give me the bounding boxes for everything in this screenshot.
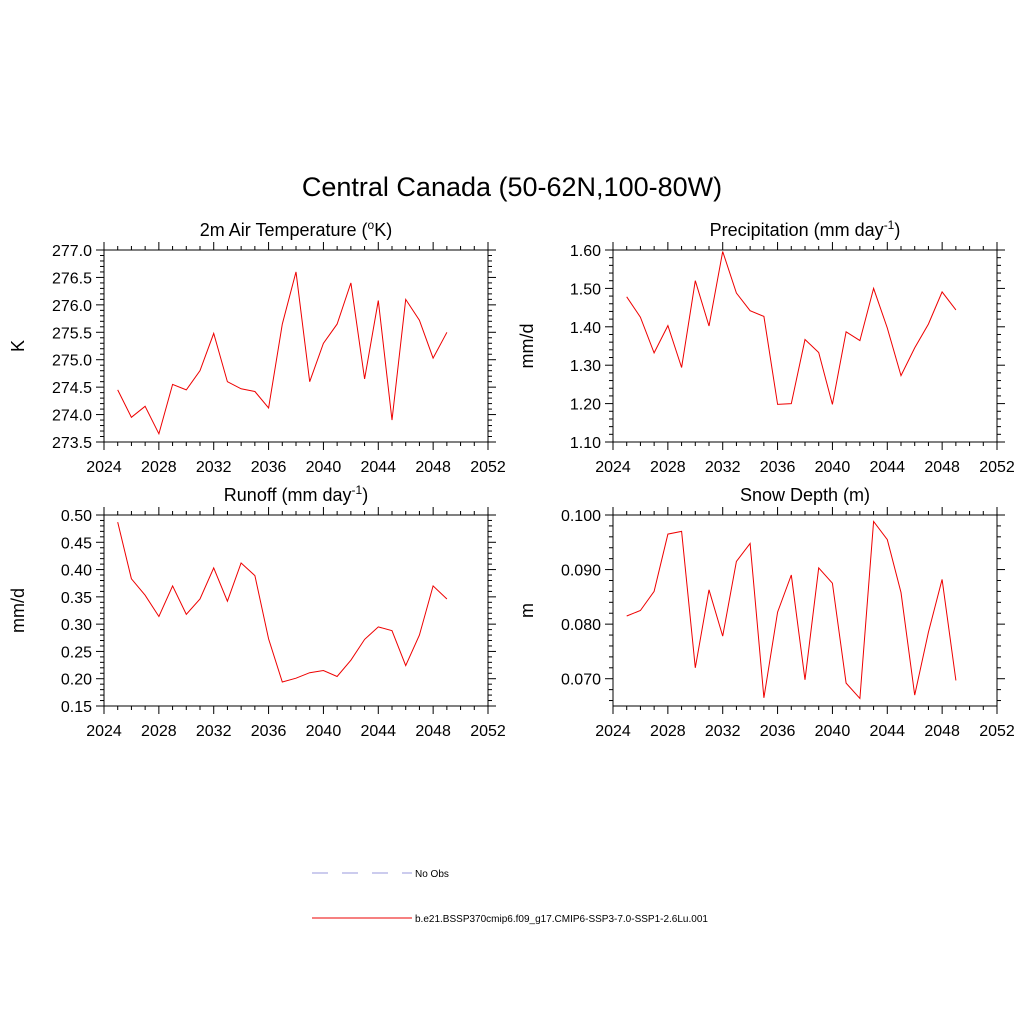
panel-1: 2024 2028 2032 2036 2040 2044 2048 2052 273.5 274… xyxy=(8,218,506,476)
y-tick-label: 0.25 xyxy=(61,644,92,661)
y-tick-label: 276.5 xyxy=(52,270,92,287)
x-tick-label: 2048 xyxy=(924,459,960,476)
legend: No Obs b.e21.BSSP370cmip6.f09_g17.CMIP6-S… xyxy=(312,869,708,925)
panel-title-main: Runoff (mm day xyxy=(224,485,352,505)
panel-4: 2024 2028 2032 2036 2040 2044 2048 2052 0.070 0.0… xyxy=(517,485,1015,740)
legend-label-1: No Obs xyxy=(415,869,449,880)
x-tick-label: 2032 xyxy=(705,459,741,476)
x-tick-label: 2036 xyxy=(251,723,287,740)
x-tick-label: 2052 xyxy=(470,723,506,740)
x-tick-label: 2044 xyxy=(869,723,905,740)
panel-title: Snow Depth (m) xyxy=(740,485,870,505)
y-tick-label: 0.15 xyxy=(61,699,92,716)
y-axis-label: mm/d xyxy=(517,324,537,369)
panel-title-main: Precipitation (mm day xyxy=(710,220,884,240)
y-tick-label: 0.070 xyxy=(561,672,601,689)
x-tick-label: 2032 xyxy=(196,723,232,740)
x-tick-label: 2024 xyxy=(86,459,122,476)
x-tick-label: 2040 xyxy=(815,459,851,476)
y-tick-label: 1.50 xyxy=(570,281,601,298)
panel-title-tail: ) xyxy=(362,485,368,505)
x-tick-label: 2052 xyxy=(979,459,1015,476)
panel-title-main: Snow Depth (m) xyxy=(740,485,870,505)
panel-title: Precipitation (mm day-1) xyxy=(710,218,901,240)
x-tick-label: 2028 xyxy=(650,459,686,476)
y-tick-label: 274.0 xyxy=(52,408,92,425)
x-tick-label: 2040 xyxy=(306,723,342,740)
y-tick-label: 276.0 xyxy=(52,298,92,315)
x-tick-label: 2028 xyxy=(650,723,686,740)
y-tick-label: 277.0 xyxy=(52,243,92,260)
y-tick-label: 274.5 xyxy=(52,380,92,397)
panel-title-superscript: o xyxy=(368,218,375,232)
x-tick-label: 2044 xyxy=(360,459,396,476)
x-tick-label: 2024 xyxy=(86,723,122,740)
x-tick-label: 2028 xyxy=(141,459,177,476)
panel-title: Runoff (mm day-1) xyxy=(224,483,368,505)
x-tick-label: 2024 xyxy=(595,723,631,740)
y-tick-label: 0.35 xyxy=(61,590,92,607)
x-tick-label: 2044 xyxy=(869,459,905,476)
series-line-1 xyxy=(626,520,957,700)
y-tick-label: 0.080 xyxy=(561,617,601,634)
x-tick-label: 2032 xyxy=(196,459,232,476)
y-tick-label: 0.45 xyxy=(61,535,92,552)
y-tick-label: 275.5 xyxy=(52,325,92,342)
y-tick-label: 0.090 xyxy=(561,563,601,580)
x-tick-label: 2028 xyxy=(141,723,177,740)
y-tick-label: 0.100 xyxy=(561,508,601,525)
legend-label-2: b.e21.BSSP370cmip6.f09_g17.CMIP6-SSP3-7.… xyxy=(415,914,708,925)
y-axis-label: m xyxy=(517,603,537,618)
panel-title-superscript: -1 xyxy=(884,218,895,232)
series-line-1 xyxy=(117,271,448,436)
y-tick-label: 275.0 xyxy=(52,353,92,370)
x-tick-label: 2048 xyxy=(415,459,451,476)
y-tick-label: 1.20 xyxy=(570,397,601,414)
x-tick-label: 2032 xyxy=(705,723,741,740)
y-tick-label: 0.20 xyxy=(61,672,92,689)
panel-3: 2024 2028 2032 2036 2040 2044 2048 2052 0.15 0.20… xyxy=(8,483,506,740)
x-tick-label: 2040 xyxy=(815,723,851,740)
y-axis-label: mm/d xyxy=(8,588,28,633)
panel-title-main: 2m Air Temperature ( xyxy=(200,220,368,240)
y-tick-label: 0.50 xyxy=(61,508,92,525)
y-axis-label: K xyxy=(8,340,28,352)
x-tick-label: 2036 xyxy=(760,459,796,476)
panel-2: 2024 2028 2032 2036 2040 2044 2048 2052 1.10 1.20… xyxy=(517,218,1015,476)
y-tick-label: 0.30 xyxy=(61,617,92,634)
x-tick-label: 2024 xyxy=(595,459,631,476)
x-tick-label: 2052 xyxy=(979,723,1015,740)
x-tick-label: 2036 xyxy=(760,723,796,740)
y-tick-label: 1.30 xyxy=(570,358,601,375)
panel-title-tail: ) xyxy=(894,220,900,240)
panel-title: 2m Air Temperature (oK) xyxy=(200,218,392,240)
y-tick-label: 1.60 xyxy=(570,243,601,260)
y-tick-label: 1.10 xyxy=(570,435,601,452)
x-tick-label: 2044 xyxy=(360,723,396,740)
x-tick-label: 2040 xyxy=(306,459,342,476)
x-tick-label: 2048 xyxy=(924,723,960,740)
series-line-1 xyxy=(117,521,448,683)
y-tick-label: 1.40 xyxy=(570,320,601,337)
y-tick-label: 273.5 xyxy=(52,435,92,452)
x-tick-label: 2052 xyxy=(470,459,506,476)
panel-title-tail: K) xyxy=(374,220,392,240)
plot-frame xyxy=(612,249,998,443)
panel-title-superscript: -1 xyxy=(352,483,363,497)
panels: 2024 2028 2032 2036 2040 2044 2048 2052 273.5 274… xyxy=(8,218,1015,740)
figure-title: Central Canada (50-62N,100-80W) xyxy=(302,172,722,202)
x-tick-label: 2048 xyxy=(415,723,451,740)
plot-frame xyxy=(103,249,489,443)
x-tick-label: 2036 xyxy=(251,459,287,476)
series-line-1 xyxy=(626,251,957,405)
y-tick-label: 0.40 xyxy=(61,563,92,580)
